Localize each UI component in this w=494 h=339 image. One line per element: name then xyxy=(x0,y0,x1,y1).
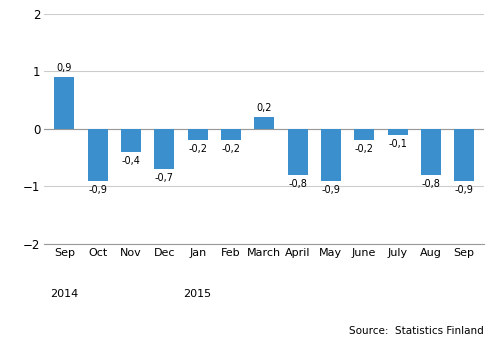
Text: 0,9: 0,9 xyxy=(57,63,72,73)
Text: -0,9: -0,9 xyxy=(454,185,474,195)
Bar xyxy=(88,129,108,181)
Bar xyxy=(54,77,75,129)
Text: -0,8: -0,8 xyxy=(421,179,440,189)
Text: -0,9: -0,9 xyxy=(88,185,107,195)
Text: -0,2: -0,2 xyxy=(355,144,374,154)
Bar xyxy=(321,129,341,181)
Bar xyxy=(154,129,174,169)
Text: Source:  Statistics Finland: Source: Statistics Finland xyxy=(349,326,484,336)
Text: -0,9: -0,9 xyxy=(322,185,340,195)
Bar xyxy=(188,129,207,140)
Bar xyxy=(221,129,241,140)
Bar xyxy=(288,129,308,175)
Bar xyxy=(421,129,441,175)
Bar xyxy=(254,117,274,129)
Text: 2015: 2015 xyxy=(184,288,212,299)
Bar xyxy=(387,129,408,135)
Text: 2014: 2014 xyxy=(50,288,79,299)
Text: -0,1: -0,1 xyxy=(388,139,407,148)
Bar xyxy=(354,129,374,140)
Text: -0,7: -0,7 xyxy=(155,173,174,183)
Text: -0,4: -0,4 xyxy=(122,156,140,166)
Text: -0,2: -0,2 xyxy=(188,144,207,154)
Text: -0,8: -0,8 xyxy=(288,179,307,189)
Bar xyxy=(121,129,141,152)
Text: 0,2: 0,2 xyxy=(256,103,272,113)
Bar xyxy=(454,129,474,181)
Text: -0,2: -0,2 xyxy=(221,144,241,154)
